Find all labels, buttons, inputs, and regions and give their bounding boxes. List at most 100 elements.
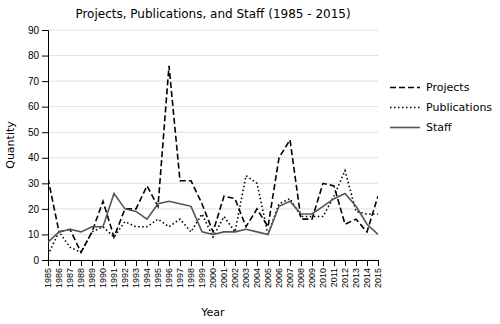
tick-mark bbox=[42, 30, 48, 31]
tick: 2011 bbox=[329, 260, 339, 287]
tick: 1987 bbox=[65, 260, 75, 288]
tick-mark bbox=[147, 260, 148, 266]
tick-label: 1997 bbox=[175, 268, 185, 288]
tick: 2001 bbox=[219, 260, 229, 288]
tick-label: 2015 bbox=[373, 268, 383, 288]
tick-mark bbox=[191, 260, 192, 266]
tick-mark bbox=[42, 209, 48, 210]
tick-label: 1994 bbox=[142, 268, 152, 288]
tick: 2013 bbox=[351, 260, 361, 288]
series-line bbox=[48, 66, 378, 253]
tick-label: 1996 bbox=[164, 268, 174, 288]
title: Projects, Publications, and Staff (1985 … bbox=[75, 7, 350, 21]
tick: 2004 bbox=[252, 260, 262, 288]
tick-mark bbox=[114, 260, 115, 266]
tick-label: 2010 bbox=[318, 268, 328, 288]
y-axis: 0102030405060708090 bbox=[28, 25, 49, 266]
grid-line bbox=[48, 106, 378, 107]
tick-label: 1986 bbox=[54, 268, 64, 288]
tick: 70 bbox=[28, 76, 48, 87]
tick-label: 2005 bbox=[263, 268, 273, 288]
tick-label: 2003 bbox=[241, 268, 251, 288]
tick: 2003 bbox=[241, 260, 251, 288]
plot-area: 1985198619871988198919901991199219931994… bbox=[28, 25, 384, 288]
tick: 2007 bbox=[285, 260, 295, 288]
tick-mark bbox=[224, 260, 225, 266]
tick-label: 2006 bbox=[274, 268, 284, 288]
tick-mark bbox=[257, 260, 258, 266]
tick-label: 80 bbox=[28, 50, 40, 61]
tick-label: 2014 bbox=[362, 268, 372, 288]
tick-mark bbox=[59, 260, 60, 266]
legend-item: Publications bbox=[390, 101, 492, 114]
tick: 10 bbox=[28, 229, 48, 240]
legend-swatch bbox=[390, 87, 420, 89]
lines bbox=[48, 66, 378, 255]
grid-line bbox=[48, 183, 378, 184]
tick: 2008 bbox=[296, 260, 306, 288]
tick-label: 1987 bbox=[65, 268, 75, 288]
tick: 90 bbox=[28, 25, 48, 36]
tick-label: 60 bbox=[28, 101, 40, 112]
tick: 2012 bbox=[340, 260, 350, 288]
tick: 1990 bbox=[98, 260, 108, 288]
legend-label: Projects bbox=[426, 81, 470, 94]
grid bbox=[48, 30, 378, 260]
chart: 1985198619871988198919901991199219931994… bbox=[0, 0, 500, 324]
tick-label: 1990 bbox=[98, 268, 108, 288]
tick-mark bbox=[180, 260, 181, 266]
tick-mark bbox=[279, 260, 280, 266]
tick: 2006 bbox=[274, 260, 284, 288]
legend-label: Staff bbox=[426, 121, 452, 134]
tick: 1985 bbox=[43, 260, 53, 288]
tick-label: 1989 bbox=[87, 268, 97, 288]
tick: 1995 bbox=[153, 260, 163, 288]
tick-mark bbox=[81, 260, 82, 266]
tick-mark bbox=[345, 260, 346, 266]
tick-label: 1988 bbox=[76, 268, 86, 288]
tick-label: 2004 bbox=[252, 268, 262, 288]
tick-label: 2012 bbox=[340, 268, 350, 288]
tick-mark bbox=[334, 260, 335, 266]
tick-mark bbox=[125, 260, 126, 266]
tick: 1994 bbox=[142, 260, 152, 288]
series-line bbox=[48, 194, 378, 243]
tick-mark bbox=[246, 260, 247, 266]
tick-mark bbox=[42, 260, 48, 261]
grid-line bbox=[48, 30, 378, 31]
tick-label: 1999 bbox=[197, 268, 207, 288]
tick-mark bbox=[42, 56, 48, 57]
tick-mark bbox=[42, 107, 48, 108]
tick-label: 1993 bbox=[131, 268, 141, 288]
grid-line bbox=[48, 81, 378, 82]
tick-mark bbox=[169, 260, 170, 266]
tick-label: 1985 bbox=[43, 268, 53, 288]
tick-label: 50 bbox=[28, 127, 40, 138]
tick-label: 1992 bbox=[120, 268, 130, 288]
tick-mark bbox=[42, 183, 48, 184]
tick-mark bbox=[136, 260, 137, 266]
tick: 1998 bbox=[186, 260, 196, 288]
tick-mark bbox=[356, 260, 357, 266]
tick: 40 bbox=[28, 152, 48, 163]
tick-mark bbox=[158, 260, 159, 266]
tick: 0 bbox=[33, 255, 48, 266]
tick: 1988 bbox=[76, 260, 86, 288]
tick-label: 1991 bbox=[109, 268, 119, 288]
tick: 1996 bbox=[164, 260, 174, 288]
axis-domain bbox=[49, 261, 379, 267]
y-axis-title: Quantity bbox=[4, 121, 17, 169]
tick: 30 bbox=[28, 178, 48, 189]
legend: Projects Publications Staff bbox=[390, 81, 492, 134]
tick-mark bbox=[70, 260, 71, 266]
tick: 1992 bbox=[120, 260, 130, 288]
tick: 80 bbox=[28, 50, 48, 61]
tick: 1991 bbox=[109, 260, 119, 288]
tick-mark bbox=[367, 260, 368, 266]
tick-mark bbox=[42, 132, 48, 133]
tick-mark bbox=[378, 260, 379, 266]
tick-mark bbox=[290, 260, 291, 266]
tick-mark bbox=[103, 260, 104, 266]
tick: 1986 bbox=[54, 260, 64, 288]
grid-line bbox=[48, 157, 378, 158]
